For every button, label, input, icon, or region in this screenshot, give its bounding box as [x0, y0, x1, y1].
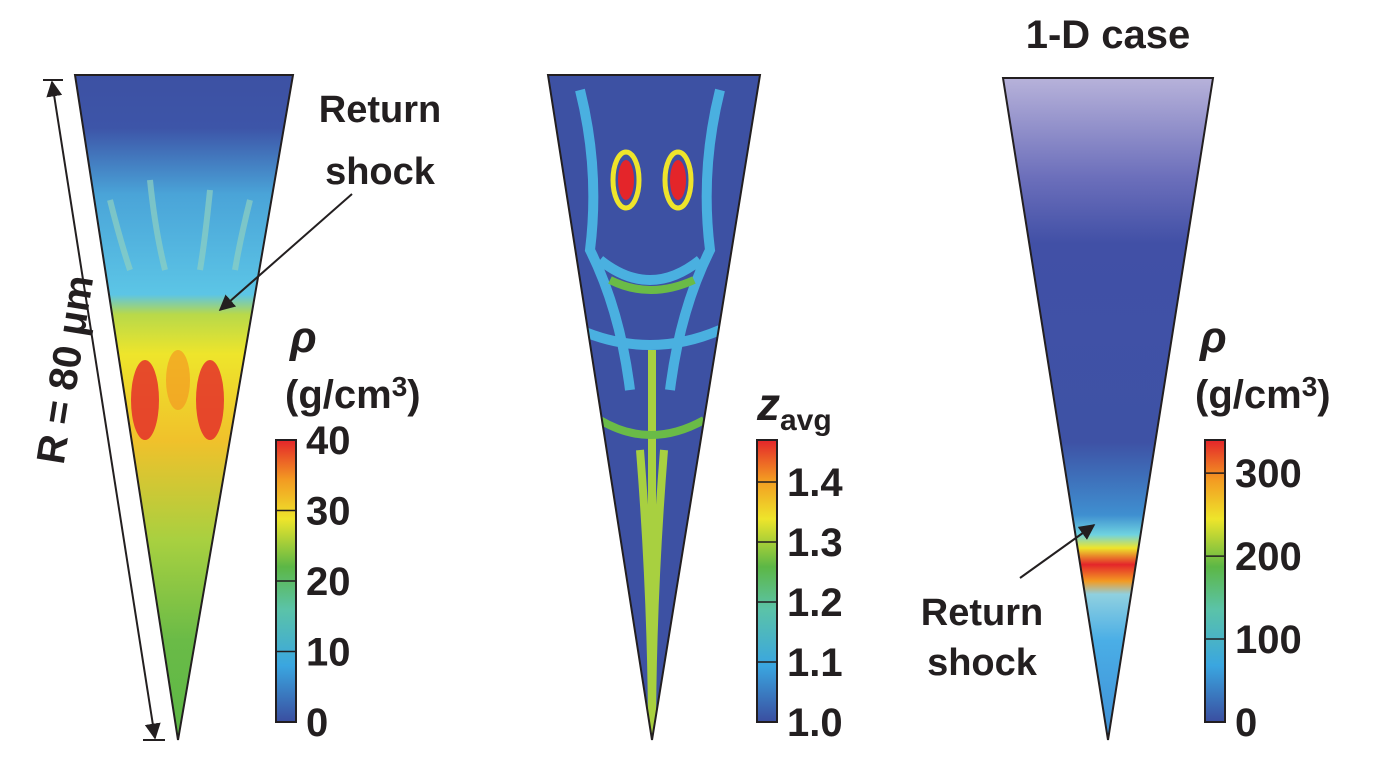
annotation: Return	[319, 89, 441, 131]
tick-label: 0	[1235, 701, 1257, 745]
unit-sup: 3	[392, 371, 408, 402]
unit: (g/cm	[1195, 373, 1302, 417]
annotation: shock	[927, 642, 1038, 684]
tick-label: 1.4	[787, 461, 843, 505]
unit-sup: 3	[1302, 371, 1318, 402]
tick-label: 1.3	[787, 521, 843, 565]
symbol: z	[756, 378, 780, 430]
unit: )	[1317, 373, 1330, 417]
figure: R = 80 μm Return shock 1-D case Return s…	[0, 0, 1399, 753]
annotation: shock	[325, 151, 436, 193]
tick-label: 30	[306, 490, 351, 534]
density-1d	[1003, 78, 1213, 740]
colorbar-symbol: ρ	[1198, 313, 1227, 362]
colorbar-symbol: ρ	[288, 313, 317, 362]
colorbar-unit: (g/cm3)	[1195, 371, 1331, 417]
symbol-sub: avg	[780, 404, 832, 437]
tick-label: 1.2	[787, 581, 843, 625]
colorbar-unit: (g/cm3)	[285, 371, 421, 417]
tick-label: 40	[306, 419, 351, 463]
symbol: ρ	[288, 313, 317, 362]
symbol: ρ	[1198, 313, 1227, 362]
tick-label: 200	[1235, 535, 1302, 579]
zavg-map	[548, 75, 760, 740]
panel-title: 1-D case	[1026, 13, 1191, 57]
unit: (g/cm	[285, 373, 392, 417]
tick-label: 1.1	[787, 641, 843, 685]
annotation: Return	[921, 592, 1043, 634]
scale-label: R = 80 μm	[29, 272, 102, 467]
tick-label: 300	[1235, 452, 1302, 496]
colorbar	[1205, 440, 1225, 722]
tick-label: 0	[306, 701, 328, 745]
unit: )	[407, 373, 420, 417]
colorbar-symbol: zavg	[756, 378, 832, 437]
density-map	[75, 75, 293, 740]
tick-label: 1.0	[787, 701, 843, 745]
tick-label: 10	[306, 631, 351, 675]
tick-label: 100	[1235, 618, 1302, 662]
tick-label: 20	[306, 560, 351, 604]
